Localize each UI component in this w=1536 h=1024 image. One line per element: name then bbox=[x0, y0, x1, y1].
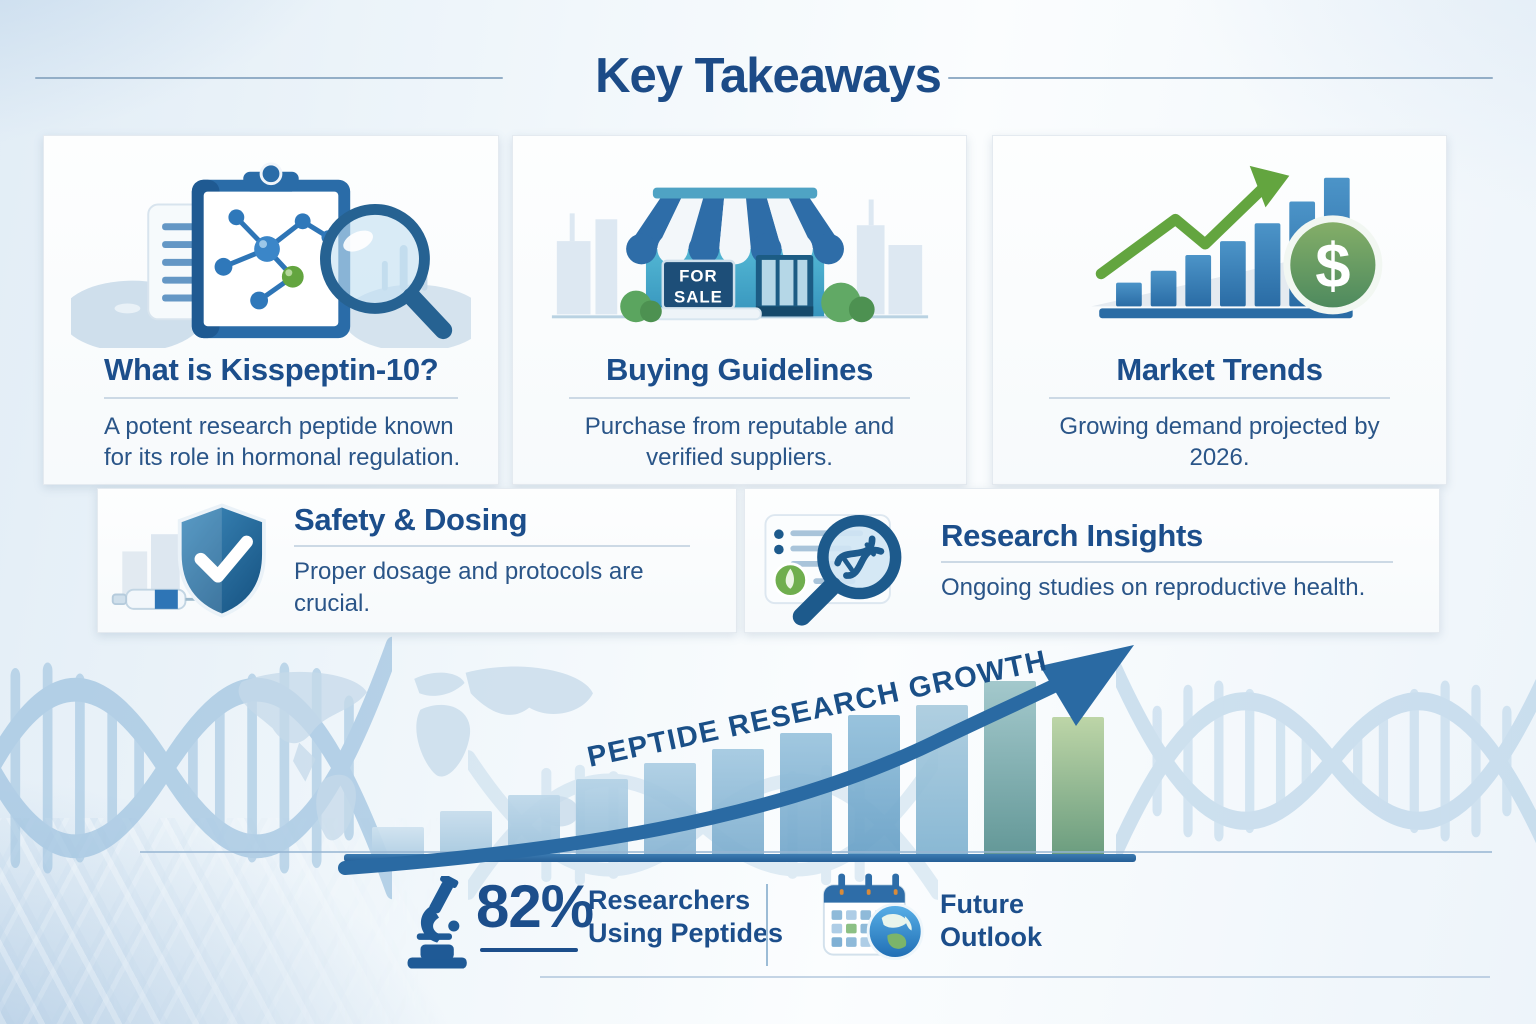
card-safety: Safety & Dosing Proper dosage and protoc… bbox=[97, 488, 737, 633]
bar-chart-dollar-icon: $ bbox=[1090, 165, 1382, 319]
chart-baseline bbox=[344, 854, 1136, 862]
growth-bar bbox=[848, 715, 900, 857]
card-body: A potent research peptide known for its … bbox=[104, 413, 461, 472]
calendar-globe-icon bbox=[822, 873, 924, 960]
card-title: Safety & Dosing bbox=[294, 502, 528, 538]
card-divider bbox=[104, 397, 458, 399]
dna-helix-right bbox=[1116, 660, 1536, 862]
percentage-underline bbox=[480, 948, 578, 952]
card-title: Research Insights bbox=[941, 517, 1203, 553]
card-market: $ Market Trends Growing demand projected… bbox=[992, 135, 1447, 485]
researchers-percentage: 82% bbox=[476, 873, 594, 940]
growth-bar bbox=[984, 681, 1036, 857]
for-sale-sign-line2: SALE bbox=[673, 287, 722, 306]
growth-bar bbox=[576, 779, 628, 857]
card-research: Research Insights Ongoing studies on rep… bbox=[744, 488, 1440, 633]
growth-bar bbox=[508, 795, 560, 857]
card-kisspeptin: What is Kisspeptin-10? A potent research… bbox=[43, 135, 499, 485]
growth-bar bbox=[1052, 717, 1104, 857]
dna-helix-left bbox=[0, 636, 392, 900]
future-outlook-label: Future Outlook bbox=[940, 889, 1042, 952]
card-body: Growing demand projected by 2026. bbox=[1059, 413, 1380, 472]
growth-bar bbox=[644, 763, 696, 857]
title-rule-left bbox=[35, 77, 503, 79]
card-divider bbox=[1049, 397, 1390, 399]
card-title: Buying Guidelines bbox=[605, 352, 874, 387]
storefront-icon: FOR SALE bbox=[551, 187, 928, 323]
dollar-sign: $ bbox=[1315, 232, 1350, 302]
chart-baseline-thin bbox=[140, 851, 1492, 853]
microscope-icon bbox=[407, 876, 467, 969]
card-title: Market Trends bbox=[1116, 352, 1323, 387]
card-buying: FOR SALE Buying Guidelines Purchase from… bbox=[512, 135, 967, 485]
page-title: Key Takeaways bbox=[595, 49, 942, 103]
card-divider bbox=[569, 397, 910, 399]
clipboard-molecule-magnifier-icon bbox=[71, 162, 471, 348]
title-rule-right bbox=[948, 77, 1493, 79]
growth-bars bbox=[372, 667, 1104, 857]
card-divider bbox=[294, 545, 690, 548]
card-title: What is Kisspeptin-10? bbox=[104, 352, 439, 387]
card-body: Proper dosage and protocols are crucial. bbox=[294, 558, 644, 617]
card-body: Purchase from reputable and verified sup… bbox=[584, 413, 895, 472]
card-body: Ongoing studies on reproductive health. bbox=[941, 573, 1366, 601]
for-sale-sign-line1: FOR bbox=[679, 267, 718, 286]
card-divider bbox=[941, 560, 1393, 563]
footer-rule bbox=[540, 976, 1490, 978]
dna-magnifier-document-icon bbox=[764, 513, 902, 626]
growth-bar bbox=[780, 733, 832, 857]
researchers-label: Researchers Using Peptides bbox=[588, 885, 784, 948]
stats-divider bbox=[766, 884, 768, 966]
shield-check-syringe-icon bbox=[111, 502, 266, 618]
growth-bar bbox=[916, 705, 968, 857]
growth-bar bbox=[712, 749, 764, 857]
